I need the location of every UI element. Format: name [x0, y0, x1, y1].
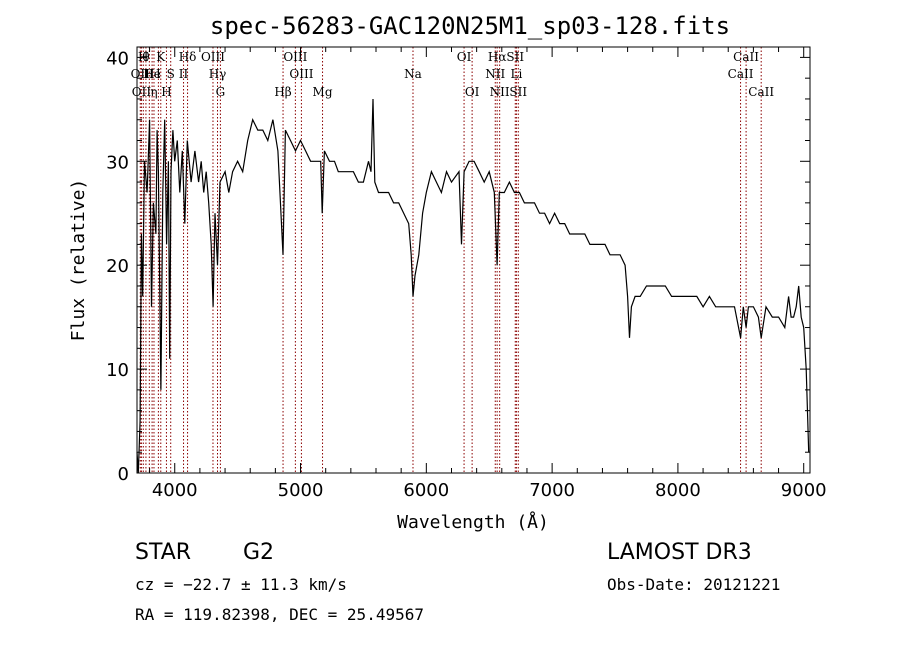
y-tick-label: 40 [106, 48, 129, 69]
survey-name: LAMOST DR3 [607, 540, 752, 565]
y-tick-label: 0 [118, 464, 129, 485]
line-label: H [161, 85, 171, 99]
line-label: OIII [289, 67, 313, 81]
line-label: S [167, 67, 175, 81]
object-subclass: G2 [243, 540, 275, 565]
line-label: OI [465, 85, 480, 99]
line-label: Mg [313, 85, 333, 99]
line-label: CaII [733, 50, 759, 64]
line-label: Hα [488, 50, 507, 64]
line-label: Hδ [179, 50, 197, 64]
object-class: STAR [135, 540, 192, 565]
line-label: G [216, 85, 226, 99]
line-label: η [150, 85, 157, 99]
line-label: H [144, 67, 154, 81]
line-label: SII [509, 85, 527, 99]
line-label: Hβ [274, 85, 291, 99]
line-label: K [156, 50, 166, 64]
line-label: OIII [201, 50, 225, 64]
coordinates: RA = 119.82398, DEC = 25.49567 [135, 605, 424, 624]
line-label: NII [490, 85, 510, 99]
x-axis: 4000 5000 6000 7000 8000 9000 [149, 47, 827, 501]
x-tick-label: 8000 [655, 480, 701, 501]
line-label: Na [404, 67, 422, 81]
line-label: OII [132, 85, 152, 99]
flux-series-line [136, 98, 810, 474]
line-label: NII [485, 67, 505, 81]
line-label: He [143, 67, 161, 81]
y-axis: 0 10 20 30 40 [106, 48, 810, 485]
line-label: CaII [728, 67, 754, 81]
line-label: CaII [748, 85, 774, 99]
line-label: OIII [283, 50, 307, 64]
x-axis-label: Wavelength (Å) [397, 511, 549, 533]
x-tick-label: 9000 [781, 480, 827, 501]
x-tick-label: 5000 [278, 480, 324, 501]
line-label: I [156, 67, 161, 81]
y-axis-label: Flux (relative) [68, 179, 89, 342]
line-label: OI [457, 50, 472, 64]
chart-title: spec-56283-GAC120N25M1_sp03-128.fits [210, 12, 730, 40]
line-label: Hγ [209, 67, 227, 81]
y-tick-label: 20 [106, 256, 129, 277]
obs-date: Obs-Date: 20121221 [607, 575, 781, 594]
y-tick-label: 30 [106, 152, 129, 173]
line-label: Li [510, 67, 522, 81]
line-label: SII [506, 50, 524, 64]
x-tick-label: 4000 [152, 480, 198, 501]
redshift-cz: cz = −22.7 ± 11.3 km/s [135, 575, 347, 594]
plot-frame [136, 46, 811, 474]
y-tick-label: 10 [106, 360, 129, 381]
x-tick-label: 7000 [529, 480, 575, 501]
line-label: II [179, 67, 189, 81]
line-label: OII [131, 67, 151, 81]
line-markers [139, 47, 762, 473]
x-tick-label: 6000 [403, 480, 449, 501]
